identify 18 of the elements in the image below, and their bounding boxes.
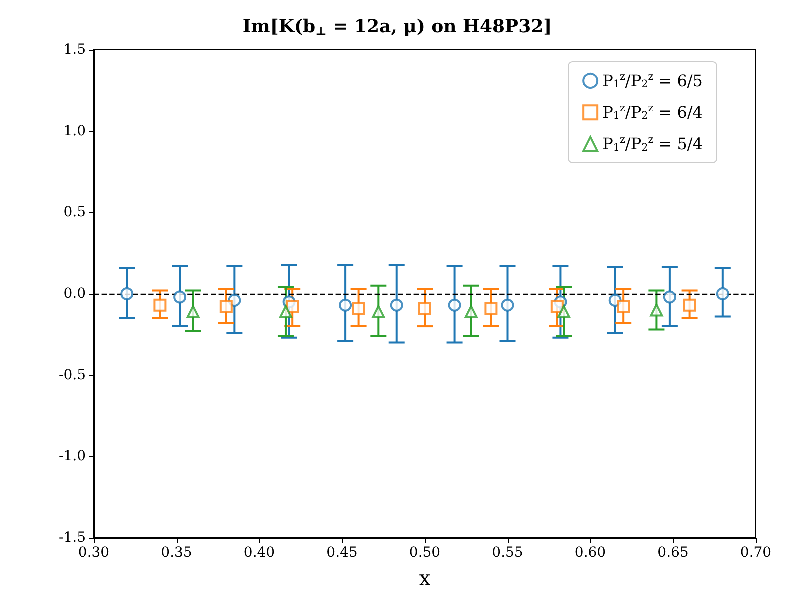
x-tick-label: 0.40: [244, 545, 276, 561]
x-tick-label: 0.45: [326, 545, 358, 561]
x-tick-label: 0.55: [492, 545, 524, 561]
chart-title: Im[K(b⊥ = 12a, μ) on H48P32]: [242, 16, 552, 38]
y-tick-label: 0.5: [64, 204, 86, 221]
x-axis-title: x: [419, 566, 432, 590]
y-tick-label: -1.5: [59, 530, 86, 546]
y-tick-label: 0.0: [64, 286, 86, 302]
x-tick-label: 0.70: [740, 545, 772, 561]
y-tick-label: 1.5: [64, 42, 86, 58]
x-tick-label: 0.60: [574, 545, 606, 561]
y-tick-label: -0.5: [59, 367, 86, 384]
x-tick-label: 0.50: [409, 545, 441, 561]
x-tick-label: 0.30: [78, 545, 110, 561]
y-tick-label: -1.0: [59, 448, 86, 465]
y-tick-label: 1.0: [64, 123, 86, 140]
x-tick-label: 0.35: [161, 545, 192, 561]
x-tick-label: 0.65: [658, 545, 689, 561]
